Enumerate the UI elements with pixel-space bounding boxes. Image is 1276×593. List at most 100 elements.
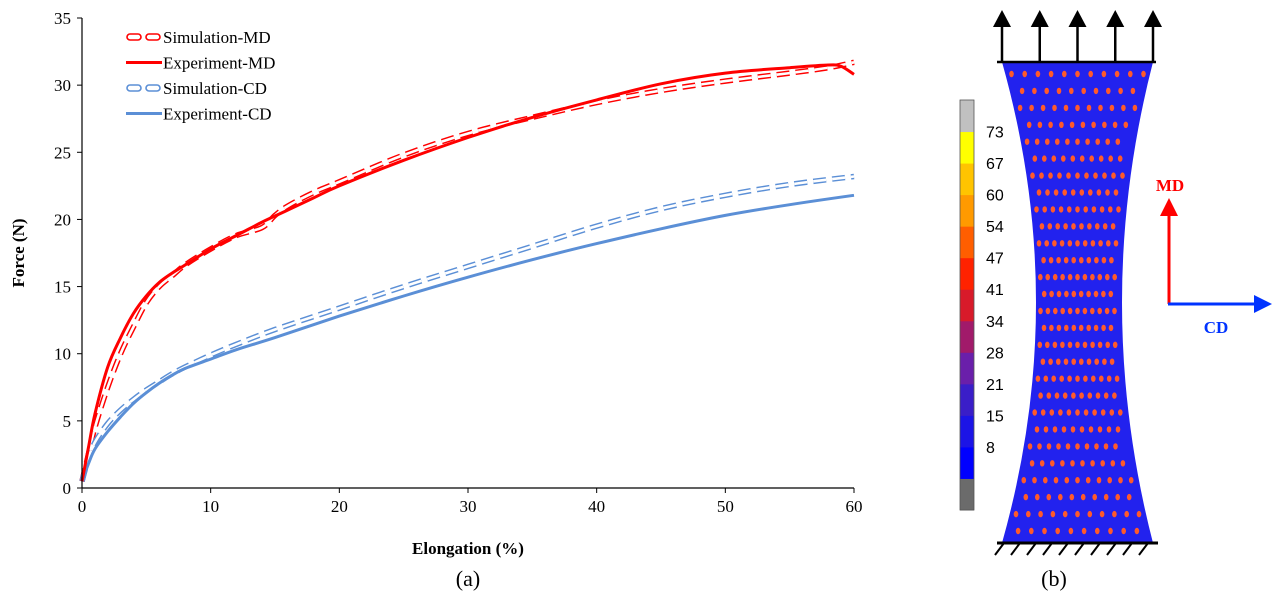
specimen-dot xyxy=(1036,240,1042,247)
specimen-dot xyxy=(1095,392,1101,399)
specimen-dot xyxy=(1086,358,1092,365)
specimen-dot xyxy=(1067,240,1073,247)
specimen-dot xyxy=(1026,121,1032,128)
support-hatch xyxy=(1138,542,1149,556)
specimen-dot xyxy=(1084,172,1089,179)
specimen-dot xyxy=(1082,240,1088,247)
specimen-dot xyxy=(1075,104,1080,112)
specimen-dot xyxy=(1070,460,1075,467)
specimen-dot xyxy=(1079,257,1084,264)
colorbar-label: 41 xyxy=(986,282,1004,299)
specimen-dot xyxy=(1068,527,1074,535)
specimen-dot xyxy=(1048,358,1053,365)
specimen-dot xyxy=(1082,273,1088,281)
specimen-dot xyxy=(1136,510,1142,518)
specimen-dot xyxy=(1112,307,1117,315)
specimen-dot xyxy=(1082,307,1088,315)
support-hatch xyxy=(1042,542,1053,556)
specimen-dot xyxy=(1128,70,1133,78)
specimen-dot xyxy=(1093,290,1099,298)
specimen-dot xyxy=(1075,375,1080,382)
specimen-dot xyxy=(1106,375,1112,382)
x-tick-label: 10 xyxy=(202,497,219,516)
specimen-dot xyxy=(1103,443,1109,450)
specimen-dot xyxy=(1118,87,1123,95)
specimen-dot xyxy=(1100,460,1105,467)
specimen-dot xyxy=(1120,460,1126,467)
specimen-dot xyxy=(1112,121,1118,128)
specimen-dot xyxy=(1063,104,1069,112)
specimen-dot xyxy=(1035,70,1041,78)
specimen-dot xyxy=(1015,527,1021,535)
specimen-dot xyxy=(1046,493,1052,501)
specimen-dot xyxy=(1090,273,1095,281)
x-tick-label: 40 xyxy=(588,497,605,516)
specimen-dot xyxy=(1075,206,1080,213)
specimen-dot xyxy=(1085,477,1091,484)
specimen-dot xyxy=(1034,426,1040,433)
specimen-dot xyxy=(1062,70,1067,78)
specimen-dot xyxy=(1071,324,1077,332)
specimen-dot xyxy=(1075,409,1080,416)
specimen-dot xyxy=(1021,477,1027,484)
specimen-dot xyxy=(1026,510,1031,518)
specimen-dot xyxy=(1046,392,1052,399)
specimen-dot xyxy=(1042,206,1047,213)
specimen-dot xyxy=(1052,341,1058,348)
specimen-dot xyxy=(1063,223,1068,230)
specimen-dot xyxy=(1029,460,1035,467)
specimen-dot xyxy=(1105,189,1110,196)
specimen-dot xyxy=(1094,358,1099,365)
specimen-dot xyxy=(1056,87,1062,95)
specimen-dot xyxy=(1098,155,1104,162)
colorbar-segment xyxy=(960,320,974,353)
specimen-dot xyxy=(1027,443,1033,450)
specimen-dot xyxy=(1094,257,1099,264)
specimen-dot xyxy=(1039,460,1045,467)
specimen-dot xyxy=(1124,510,1129,518)
specimen-dot xyxy=(1054,392,1060,399)
legend-swatch-simulation-md xyxy=(126,33,142,41)
specimen-dot xyxy=(1075,240,1080,247)
specimen-dot xyxy=(1049,290,1054,298)
x-axis-label: Elongation (%) xyxy=(412,539,524,558)
specimen-dot xyxy=(1088,70,1093,78)
specimen-dot xyxy=(1075,172,1080,179)
legend: Simulation-MD Experiment-MD Simulation-CD E… xyxy=(126,28,275,124)
specimen-dot xyxy=(1065,138,1070,145)
specimen-dot xyxy=(1109,257,1114,264)
colorbar-frame xyxy=(959,99,975,511)
colorbar-label: 28 xyxy=(986,345,1004,362)
specimen-panel: 73 67 60 54 47 41 34 28 21 15 8 MD CD (b) xyxy=(959,10,1272,591)
y-tick-label: 0 xyxy=(63,479,72,498)
specimen-dot xyxy=(1112,341,1118,348)
colorbar-segment xyxy=(960,478,974,511)
specimen-dot xyxy=(1108,527,1113,535)
specimen-dot xyxy=(1103,392,1109,399)
specimen-dot xyxy=(1118,477,1123,484)
specimen-dot xyxy=(1059,240,1065,247)
specimen-dot xyxy=(1041,290,1047,298)
x-tick-label: 30 xyxy=(460,497,477,516)
specimen-dot xyxy=(1062,189,1067,196)
series-line-inner-simulation-md xyxy=(80,61,855,482)
y-tick-label: 30 xyxy=(54,76,71,95)
specimen-dot xyxy=(1045,307,1051,315)
specimen-dot xyxy=(1052,426,1058,433)
specimen-dot xyxy=(1078,324,1084,332)
specimen-dot xyxy=(1055,138,1060,145)
specimen-dot xyxy=(1029,527,1034,535)
axis-ticks: 0 10 20 30 40 50 60 0 5 10 15 20 25 30 35 xyxy=(54,9,863,516)
specimen-dot xyxy=(1126,493,1132,501)
specimen-dot xyxy=(1053,189,1059,196)
specimen-dot xyxy=(1114,70,1120,78)
specimen-dot xyxy=(1130,87,1136,95)
colorbar-label: 8 xyxy=(986,440,995,457)
specimen-dot xyxy=(1075,510,1080,518)
y-tick-label: 5 xyxy=(63,412,72,431)
load-arrow-head xyxy=(993,10,1011,27)
specimen-dot xyxy=(1090,341,1095,348)
panel-label-a: (a) xyxy=(456,566,480,591)
specimen-dot xyxy=(1086,257,1092,264)
